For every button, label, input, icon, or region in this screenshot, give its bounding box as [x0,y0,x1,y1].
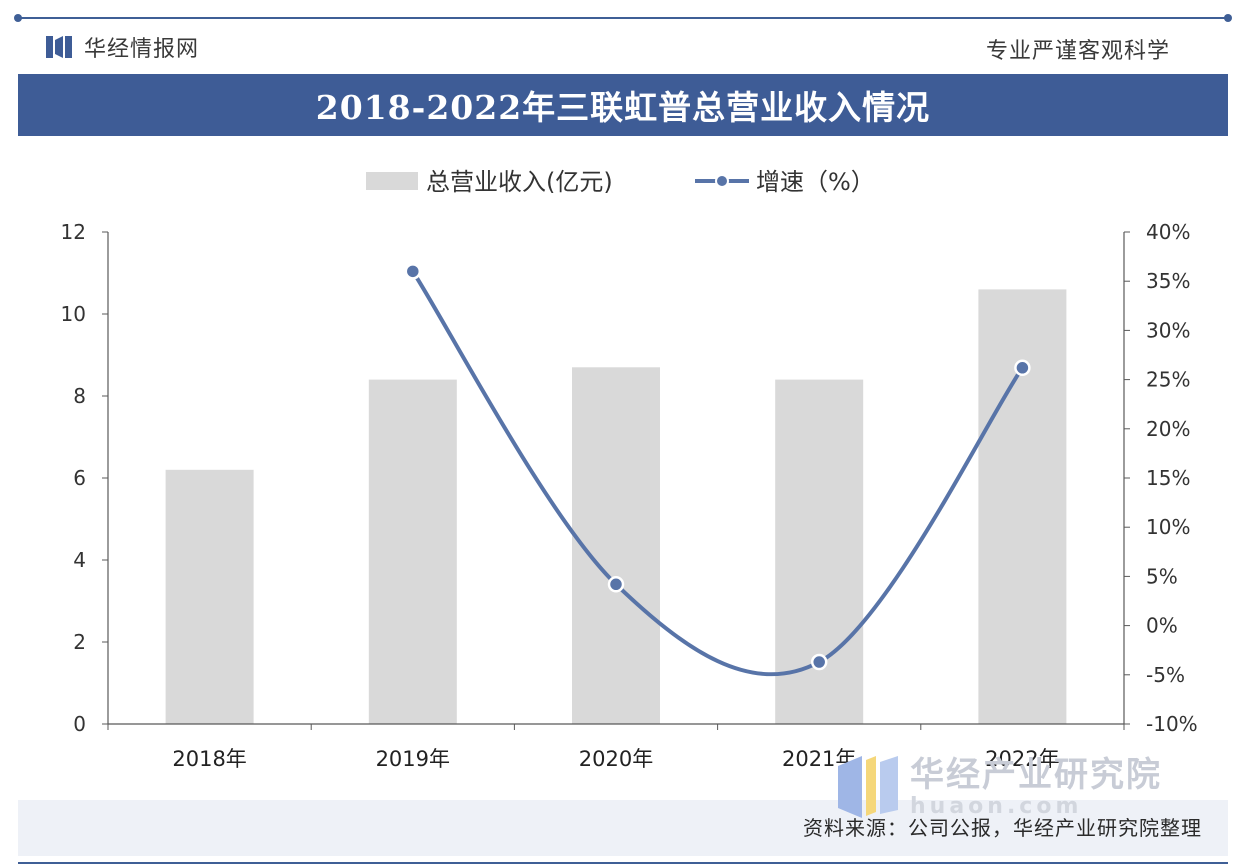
growth-line [411,270,1025,677]
growth-point-4 [1014,359,1031,377]
y-right-tick-label-4: 10% [1146,515,1190,539]
y-right-tick-label-9: 35% [1146,269,1190,293]
y-right-tick-label-7: 25% [1146,368,1190,392]
slogan: 专业严谨客观科学 [985,39,1170,64]
y-left-tick-label-5: 10 [61,302,86,326]
x-tick-label-1: 2019年 [376,747,450,771]
y-right-tick-label-1: -5% [1146,663,1185,687]
institute-url: huaon.com [910,794,1083,819]
legend-bar-label: 总营业收入(亿元) [426,168,613,196]
institute-logo-icon [838,756,898,818]
bar-2 [572,367,660,724]
legend-bar-swatch [366,172,418,190]
y-left-tick-label-3: 6 [73,466,86,490]
y-right-tick-label-5: 15% [1146,466,1190,490]
growth-point-3 [810,653,828,671]
institute-name: 华经产业研究院 [910,755,1162,795]
source-note: 资料来源：公司公报，华经产业研究院整理 [803,816,1202,840]
brand-name: 华经情报网 [84,37,200,62]
institute-watermark: 华经产业研究院 huaon.com [836,752,1162,822]
y-left-tick-label-2: 4 [73,548,86,572]
legend-line-marker [715,174,729,188]
footer-band [18,800,1228,856]
page-title: 2018-2022年三联虹普总营业收入情况 [315,88,931,127]
y-left-tick-label-4: 8 [73,384,86,408]
y-left-tick-label-6: 12 [61,220,86,244]
legend-line-label: 增速（%） [756,168,875,196]
y-left-tick-label-1: 2 [73,630,86,654]
brand: 华经情报网 [44,31,199,63]
growth-point-1 [404,263,422,280]
y-right-tick-label-2: 0% [1146,614,1178,638]
bar-1 [368,379,457,724]
brand-logo-icon [46,36,72,58]
y-right-tick-label-6: 20% [1146,417,1190,441]
bottom-rule [18,862,1228,864]
x-tick-label-4: 2022年 [985,747,1059,771]
y-right-tick-label-0: -10% [1146,712,1198,736]
x-tick-label-2: 2020年 [579,747,653,771]
y-right-tick-label-8: 30% [1146,318,1190,342]
title-bar: 2018-2022年三联虹普总营业收入情况 [18,74,1228,136]
top-rule [14,14,1232,22]
x-tick-label-0: 2018年 [172,747,246,771]
bar-0 [165,469,254,724]
bar-4 [978,289,1067,724]
y-right-tick-label-10: 40% [1146,220,1190,244]
growth-point-2 [607,576,625,593]
y-right-tick-label-3: 5% [1146,564,1178,588]
y-left-tick-label-0: 0 [73,712,86,736]
